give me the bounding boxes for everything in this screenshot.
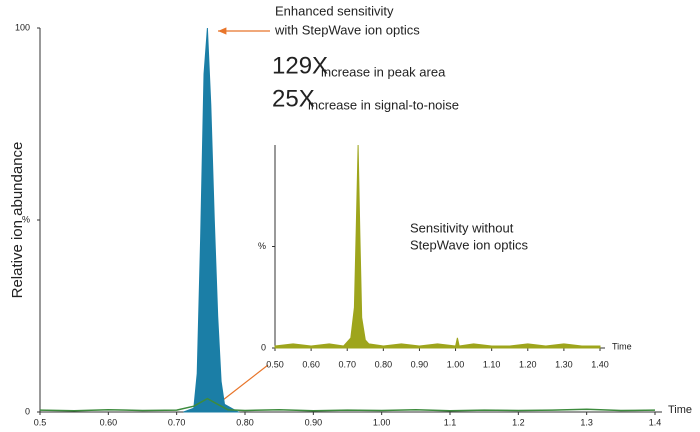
y-tick-label: 0: [261, 342, 266, 352]
x-tick-label: 1.40: [591, 359, 609, 369]
x-tick-label: 1.00: [447, 359, 465, 369]
x-tick-label: 0.80: [375, 359, 393, 369]
line: [39, 397, 656, 412]
annotation: Sensitivity without: [410, 220, 514, 235]
y-tick-label: %: [22, 214, 30, 224]
annotation: increase in peak area: [321, 64, 446, 79]
x-tick-label: 0.60: [100, 417, 118, 427]
x-tick-label: 1.00: [373, 417, 391, 427]
annotation: StepWave ion optics: [410, 237, 529, 252]
y-tick-label: 0: [25, 406, 30, 416]
x-tick-label: 1.2: [512, 417, 525, 427]
x-tick-label: 1.20: [519, 359, 537, 369]
x-tick-label: 0.90: [411, 359, 429, 369]
x-axis-title: Time: [612, 341, 632, 351]
area: [274, 144, 601, 349]
x-tick-label: 0.60: [302, 359, 320, 369]
annotation: 25X: [272, 85, 315, 112]
x-tick-label: 0.70: [168, 417, 186, 427]
x-tick-label: 0.80: [236, 417, 254, 427]
annotation: increase in signal-to-noise: [308, 97, 459, 112]
annotation: with StepWave ion optics: [274, 22, 420, 37]
x-tick-label: 1.10: [483, 359, 501, 369]
x-tick-label: 1.3: [580, 417, 593, 427]
x-tick-label: 0.90: [305, 417, 323, 427]
x-tick-label: 0.70: [338, 359, 356, 369]
x-tick-label: 0.5: [34, 417, 47, 427]
annotation: 129X: [272, 52, 328, 79]
area: [183, 27, 241, 413]
x-tick-label: 1.4: [649, 417, 662, 427]
x-axis-title: Time: [668, 404, 692, 416]
x-tick-label: 1.30: [555, 359, 573, 369]
x-tick-label: 1.1: [444, 417, 457, 427]
y-tick-label: 100: [15, 22, 30, 32]
y-tick-label: %: [258, 241, 266, 251]
annotation: Enhanced sensitivity: [275, 3, 394, 18]
x-tick-label: 0.50: [266, 359, 284, 369]
y-axis-title: Relative ion abundance: [9, 142, 26, 299]
